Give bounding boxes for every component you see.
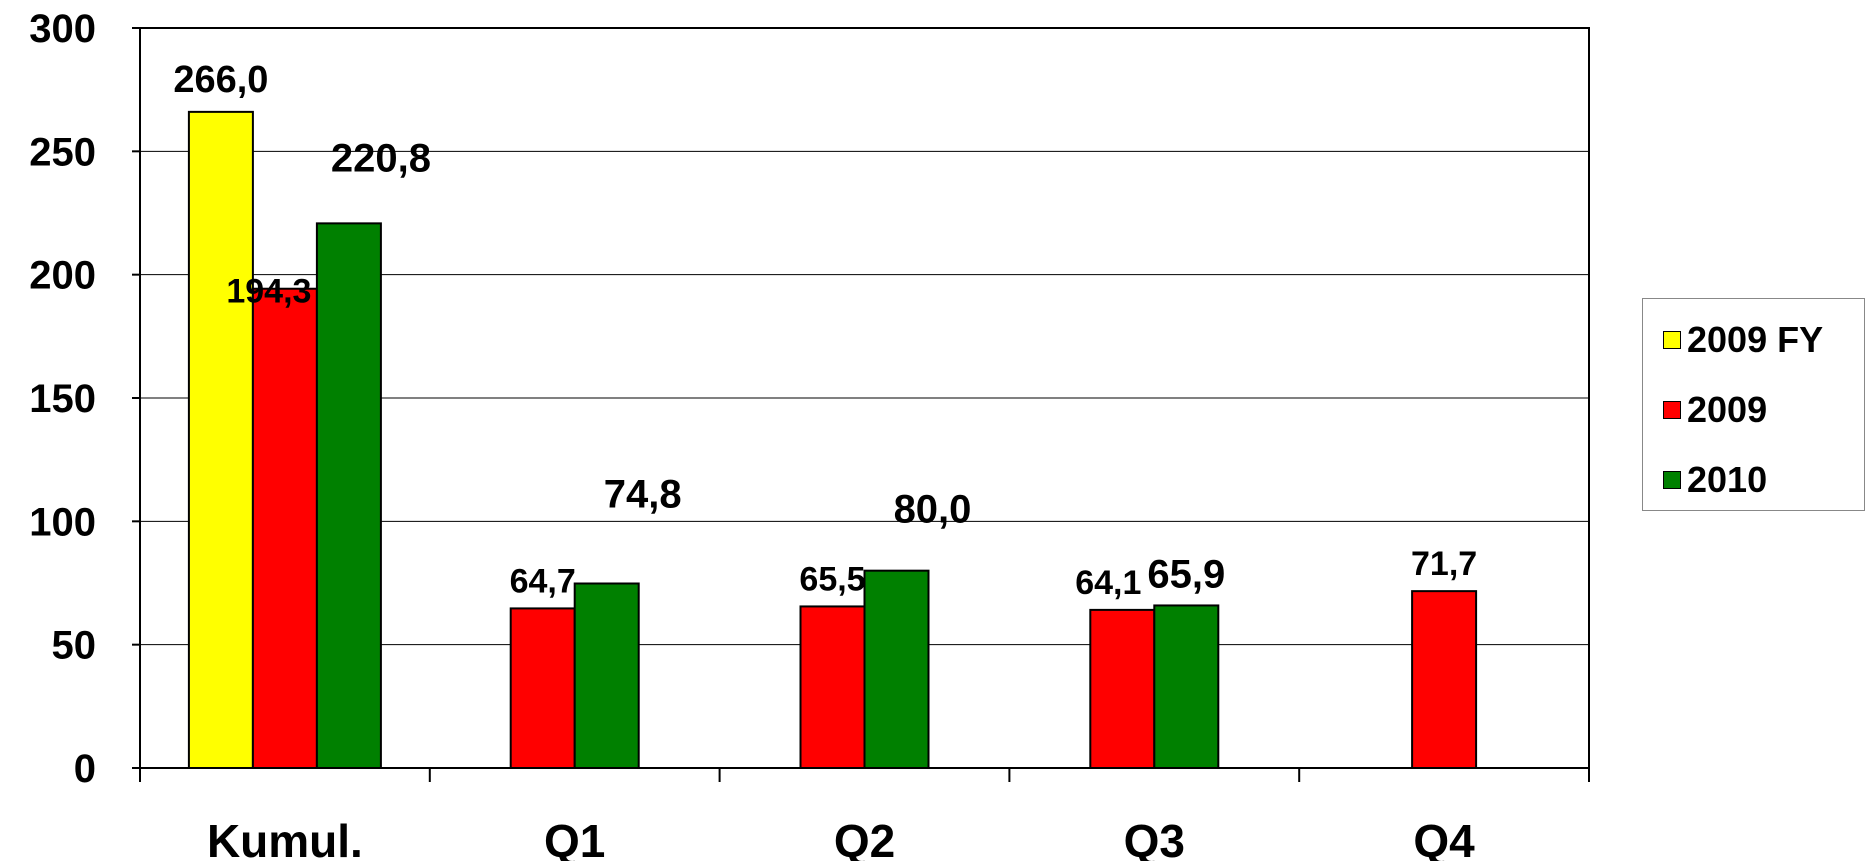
category-label: Q4: [1413, 815, 1475, 861]
category-label: Q3: [1124, 815, 1185, 861]
legend-swatch-2009: [1663, 401, 1681, 419]
legend-label-2009-fy: 2009 FY: [1687, 319, 1824, 360]
y-axis-ticks: 0 50 100 150 200 250 300: [29, 7, 140, 791]
y-tick-label: 50: [52, 624, 97, 668]
bar-2009-kumul: [251, 287, 318, 769]
bar-2010-q1: [573, 582, 640, 770]
bar-2010-q3: [1153, 604, 1220, 769]
data-label: 220,8: [331, 136, 431, 180]
category-label: Kumul.: [207, 815, 363, 861]
data-label: 64,1: [1075, 564, 1141, 602]
data-label: 266,0: [173, 59, 268, 101]
legend: 2009 FY 2009 2010: [1642, 298, 1865, 511]
data-label: 194,3: [226, 273, 311, 311]
bar-2010-kumul: [315, 222, 382, 770]
bar-2009-q2: [799, 605, 866, 770]
bar-2009-fy-kumul: [187, 110, 254, 770]
bar-2010-q2: [863, 569, 930, 770]
bars: [187, 110, 1478, 770]
data-labels: 266,0 194,3 220,8 64,7 74,8 65,5 80,0 64,1 65,9 7…: [173, 59, 1477, 602]
y-tick-label: 300: [29, 7, 96, 51]
y-tick-label: 200: [29, 254, 96, 298]
legend-label-2010: 2010: [1687, 459, 1768, 500]
data-label: 65,9: [1147, 552, 1225, 596]
legend-item-2009-fy: 2009 FY: [1663, 319, 1823, 361]
bar-2009-q1: [509, 607, 576, 770]
category-label: Q1: [544, 815, 605, 861]
plot-border: [139, 27, 1590, 769]
data-label: 64,7: [510, 562, 576, 600]
data-label: 74,8: [604, 472, 682, 516]
category-label: Q2: [834, 815, 895, 861]
legend-label-2009: 2009: [1687, 389, 1768, 430]
y-tick-label: 100: [29, 500, 96, 544]
bar-2009-q4: [1411, 590, 1478, 770]
data-label: 65,5: [799, 560, 865, 598]
legend-swatch-2009-fy: [1663, 331, 1681, 349]
y-tick-label: 250: [29, 130, 96, 174]
y-tick-label: 150: [29, 377, 96, 421]
bar-2009-q3: [1089, 608, 1156, 769]
data-label: 71,7: [1411, 545, 1477, 583]
data-label: 80,0: [894, 488, 972, 532]
legend-swatch-2010: [1663, 471, 1681, 489]
legend-item-2009: 2009: [1663, 389, 1767, 431]
x-axis: Kumul. Q1 Q2 Q3 Q4: [139, 768, 1590, 861]
legend-item-2010: 2010: [1663, 459, 1767, 501]
y-tick-label: 0: [74, 747, 96, 791]
